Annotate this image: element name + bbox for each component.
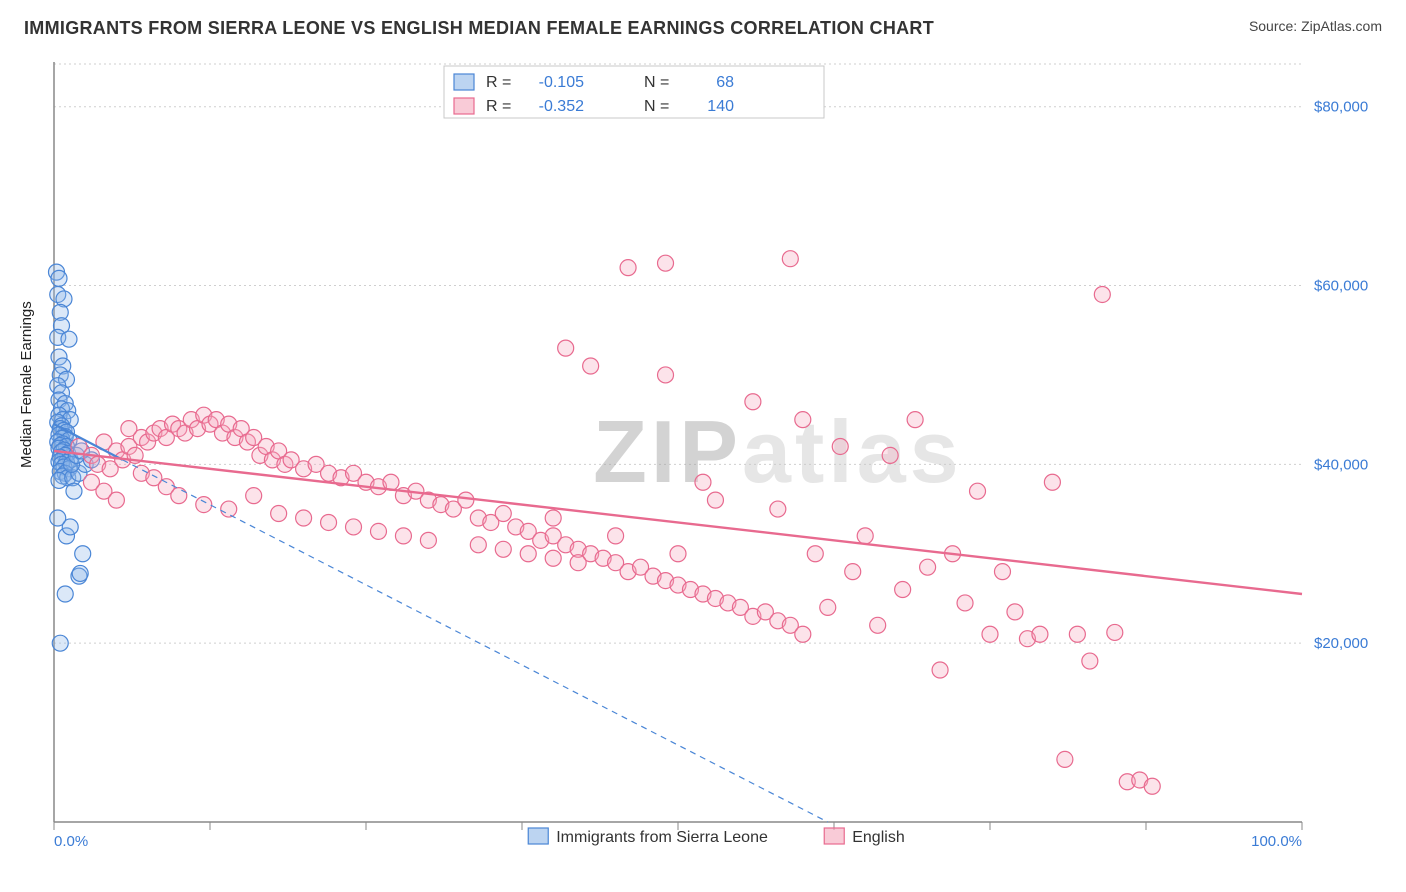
svg-text:-0.105: -0.105 — [539, 74, 584, 91]
svg-text:R =: R = — [486, 74, 511, 91]
svg-text:$80,000: $80,000 — [1314, 99, 1368, 116]
chart-container: Median Female Earnings ZIPatlas$20,000$4… — [44, 58, 1384, 858]
svg-text:$20,000: $20,000 — [1314, 635, 1368, 652]
svg-text:$40,000: $40,000 — [1314, 456, 1368, 473]
chart-title: IMMIGRANTS FROM SIERRA LEONE VS ENGLISH … — [24, 18, 934, 39]
y-axis-label: Median Female Earnings — [18, 301, 35, 468]
svg-text:140: 140 — [707, 98, 734, 115]
svg-text:R =: R = — [486, 98, 511, 115]
svg-text:68: 68 — [716, 74, 734, 91]
svg-text:0.0%: 0.0% — [54, 833, 88, 850]
svg-text:-0.352: -0.352 — [539, 98, 584, 115]
svg-text:N =: N = — [644, 98, 669, 115]
source-attribution: Source: ZipAtlas.com — [1249, 18, 1382, 34]
svg-text:100.0%: 100.0% — [1251, 833, 1302, 850]
svg-text:N =: N = — [644, 74, 669, 91]
correlation-scatter-chart: ZIPatlas$20,000$40,000$60,000$80,0000.0%… — [44, 58, 1384, 858]
svg-text:English: English — [852, 829, 904, 846]
svg-text:Immigrants from Sierra Leone: Immigrants from Sierra Leone — [556, 829, 768, 846]
svg-text:$60,000: $60,000 — [1314, 278, 1368, 295]
